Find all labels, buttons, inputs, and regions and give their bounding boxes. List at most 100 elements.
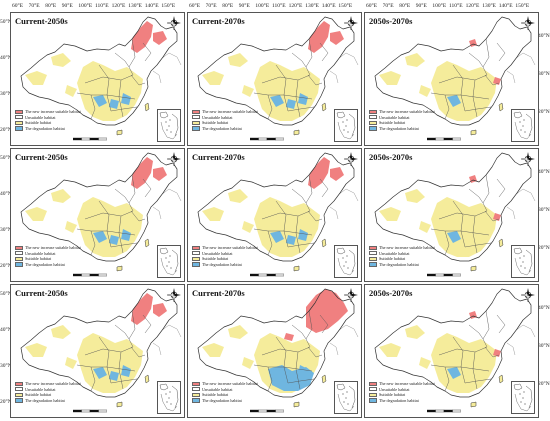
south-china-sea-inset — [511, 381, 535, 414]
island-dot — [165, 257, 167, 259]
inset-map — [336, 247, 356, 276]
top-lon-tick: 120°E — [465, 3, 480, 9]
coastline — [329, 70, 339, 84]
top-lon-tick: 70°E — [382, 3, 394, 9]
legend-item: Suitable habitat — [15, 120, 81, 126]
legend-swatch — [369, 256, 377, 262]
legend: The new increase suitable habitat Unsuita… — [192, 245, 258, 267]
legend-label: Unsuitable habitat — [25, 250, 56, 256]
island-dot — [347, 267, 349, 269]
legend-swatch — [15, 392, 23, 398]
suitable-habitat-area — [379, 343, 401, 357]
province-boundary — [496, 178, 506, 198]
compass-needle — [344, 21, 352, 25]
province-boundary — [460, 94, 490, 100]
legend-item: The new increase suitable habitat — [369, 109, 435, 115]
province-boundary — [261, 346, 311, 356]
scale-bar — [427, 409, 461, 413]
right-lat-tick: 30°N — [538, 207, 550, 213]
inset-coast — [336, 383, 346, 391]
province-boundary — [283, 230, 313, 236]
province-boundary — [307, 346, 323, 358]
china-map — [374, 288, 536, 408]
north-arrow-icon — [167, 288, 181, 302]
inset-map — [159, 383, 179, 412]
legend-item: Suitable habitat — [15, 256, 81, 262]
scale-segment — [275, 137, 284, 141]
right-lat-tick: 30°N — [538, 343, 550, 349]
compass-needle — [351, 293, 358, 297]
top-lon-tick: 150°E — [515, 3, 530, 9]
legend-label: The new increase suitable habitat — [379, 109, 435, 115]
island — [116, 265, 123, 272]
legend: The new increase suitable habitat Unsuita… — [369, 109, 435, 131]
legend: The new increase suitable habitat Unsuita… — [369, 245, 435, 267]
top-lon-tick: 110°E — [272, 3, 286, 9]
left-lat-tick: 20°N — [0, 399, 12, 405]
legend-label: The new increase suitable habitat — [202, 109, 258, 115]
legend: The new increase suitable habitat Unsuita… — [192, 381, 258, 403]
suitable-habitat-area — [431, 61, 497, 121]
legend-item: The new increase suitable habitat — [369, 381, 435, 387]
scale-segment — [89, 409, 99, 413]
province-boundary — [291, 324, 307, 340]
degradation-habitat-area — [298, 229, 308, 241]
legend-label: The degradation habitat — [202, 126, 242, 132]
legend-swatch — [15, 262, 23, 267]
coastline — [514, 324, 536, 338]
scale-bar — [427, 137, 461, 141]
province-boundary — [438, 74, 488, 84]
legend-item: The degradation habitat — [15, 398, 81, 404]
island-dot — [347, 131, 349, 133]
province-boundary — [291, 188, 307, 204]
china-map — [197, 152, 359, 272]
legend-label: Unsuitable habitat — [25, 114, 56, 120]
compass-needle — [526, 16, 530, 23]
island — [321, 238, 327, 248]
legend-swatch — [192, 392, 200, 398]
scale-segment — [266, 409, 276, 413]
island-dot — [519, 257, 521, 259]
suitable-habitat-area — [51, 53, 71, 67]
top-lon-tick: 150°E — [338, 3, 353, 9]
island-dot — [342, 257, 344, 259]
suitable-habitat-area — [419, 85, 431, 97]
province-boundary — [307, 210, 323, 222]
legend-label: Suitable habitat — [25, 120, 52, 126]
island — [293, 265, 300, 272]
top-lon-tick: 110°E — [95, 3, 109, 9]
island — [470, 129, 477, 136]
scale-segment — [250, 273, 259, 277]
island-dot — [520, 265, 522, 267]
degradation-habitat-area — [93, 95, 107, 107]
suitable-habitat-area — [419, 221, 431, 233]
province-boundary — [98, 64, 112, 112]
left-lat-tick: 40°N — [0, 327, 12, 333]
legend-item: Suitable habitat — [192, 392, 258, 398]
suitable-habitat-area — [202, 71, 224, 85]
suitable-habitat-area — [77, 333, 143, 393]
island-dot — [522, 125, 524, 127]
suitable-habitat-area — [25, 343, 47, 357]
compass-needle — [528, 21, 535, 25]
inset-coast — [336, 111, 346, 119]
province-boundary — [305, 174, 313, 212]
map-panel: Current-2070s The new increase suitable h… — [187, 284, 362, 418]
inset-coast — [159, 247, 169, 255]
province-boundary — [496, 42, 506, 62]
legend-item: Unsuitable habitat — [15, 387, 81, 393]
scale-segment — [443, 137, 453, 141]
province-boundary — [84, 210, 134, 220]
province-boundary — [484, 74, 500, 86]
scale-segment — [443, 409, 453, 413]
coastline — [329, 342, 339, 356]
province-boundary — [482, 310, 490, 348]
island-dot — [520, 129, 522, 131]
inset-map — [513, 383, 533, 412]
scale-bar — [250, 137, 284, 141]
province-boundary — [142, 178, 152, 198]
compass-needle — [172, 16, 176, 23]
legend-label: Suitable habitat — [379, 256, 406, 262]
island-dot — [523, 119, 525, 121]
scale-segment — [435, 137, 445, 141]
